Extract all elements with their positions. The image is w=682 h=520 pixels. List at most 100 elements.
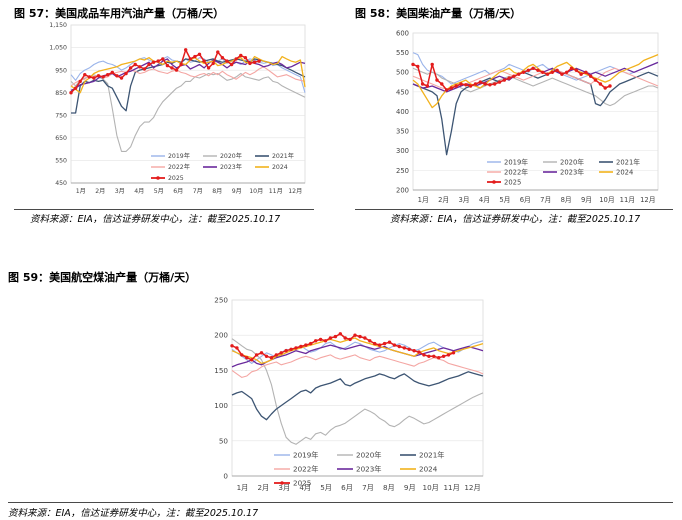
c59-legend-label: 2024 (419, 465, 438, 474)
chart-58-divider (355, 209, 673, 210)
c59-series-6-point (402, 346, 406, 350)
c59-series-6-point (323, 339, 328, 343)
c57-series-6-point (170, 66, 174, 70)
c57-series-6-point (83, 73, 87, 77)
c58-series-6-point (497, 80, 502, 84)
c57-x-tick-label: 12月 (288, 188, 302, 195)
c57-legend-label: 2019年 (168, 152, 190, 160)
c57-series-6-point (101, 75, 105, 79)
c59-x-tick-label: 11月 (443, 483, 459, 492)
c57-series-6-point (147, 62, 151, 67)
c57-x-tick-label: 9月 (232, 188, 242, 195)
c58-series-6-point (454, 84, 458, 88)
c59-y-tick-label: 0 (223, 472, 228, 481)
c57-legend-marker (156, 176, 160, 180)
chart-57-svg: 450 550 650 750 850 950 1,050 1,150 1月 2月 3月 4月 5月 6月… (49, 22, 306, 195)
c59-series-6-point (427, 354, 431, 358)
c59-legend-label: 2019年 (293, 451, 318, 460)
c58-legend-label: 2019年 (504, 157, 528, 166)
c58-series-6-point (444, 88, 449, 92)
c57-series-6-point (115, 74, 119, 78)
c58-series-6-point (598, 82, 603, 86)
c57-series-6-point (156, 59, 160, 63)
c59-series-6-point (235, 346, 239, 350)
c59-series-6-point (422, 353, 426, 357)
c57-series-1-line (70, 72, 306, 152)
c58-series-6-point (411, 62, 415, 67)
c59-series-6-point (328, 336, 333, 340)
c59-series-6-point (441, 354, 446, 358)
c59-series-6-point (377, 343, 382, 347)
c59-series-6-point (353, 333, 357, 337)
c57-series-6-point (174, 68, 179, 72)
c57-y-tick-label: 450 (55, 180, 67, 187)
chart-57: 450 550 650 750 850 950 1,050 1,150 1月 2月 3月 4月 5月 6月… (8, 20, 313, 210)
c59-series-6-point (245, 356, 249, 360)
c58-series-1-line (412, 67, 659, 107)
c59-series-6-point (407, 347, 411, 351)
c57-series-6-point (248, 61, 252, 66)
c58-series-6-point (569, 66, 574, 70)
c57-series-0-line (70, 56, 306, 93)
c58-x-tick-label: 8月 (561, 196, 572, 204)
c57-x-tick-label: 10月 (249, 188, 263, 195)
c59-plot-area (231, 299, 484, 477)
c59-series-6-point (230, 344, 234, 348)
c58-x-tick-label: 4月 (479, 196, 490, 204)
c59-series-6-point (387, 340, 392, 344)
c59-series-3-line (231, 354, 484, 378)
c58-series-6-point (565, 70, 569, 74)
c59-series-6-point (254, 353, 259, 357)
chart-58: 200 250 300 350 400 450 500 550 600 1月 2月 3月 4月 5月 6月 7… (375, 20, 673, 210)
c58-series-6-point (560, 72, 564, 76)
c57-y-tick-label: 1,050 (49, 45, 67, 52)
c57-series-6-point (257, 59, 261, 63)
c58-series-6-point (502, 78, 506, 82)
c57-series-6-point (78, 79, 82, 84)
c58-series-6-point (435, 78, 439, 82)
c58-x-tick-label: 6月 (520, 196, 531, 204)
c59-y-tick-label: 100 (214, 401, 228, 410)
c58-series-6-point (555, 68, 559, 72)
c57-series-6-point (138, 65, 142, 69)
c57-x-tick-label: 7月 (193, 188, 203, 195)
c57-series-6-point (225, 59, 229, 63)
c59-series-5-line (231, 337, 484, 365)
c59-series-6-point (392, 343, 397, 347)
c59-series-6-point (264, 354, 269, 358)
c59-series-6-point (279, 351, 283, 355)
c58-legend-label: 2024 (616, 168, 633, 176)
c59-series-6-point (382, 341, 387, 346)
c57-series-6-point (87, 75, 92, 79)
c59-x-tick-label: 7月 (362, 483, 374, 492)
c59-series-6-point (373, 341, 377, 346)
c58-series-6-point (526, 68, 530, 72)
c57-series-6-point (124, 71, 128, 76)
c59-x-tick-label: 12月 (464, 483, 480, 492)
c57-series-6-point (133, 62, 137, 67)
c58-series-6-point (449, 86, 454, 90)
c59-series-6-line (231, 333, 454, 361)
c57-series-6-point (202, 59, 206, 63)
c58-series-6-point (430, 62, 434, 67)
c59-series-6-point (240, 353, 244, 357)
c57-x-tick-label: 6月 (173, 188, 183, 195)
c59-legend-label: 2022年 (293, 465, 318, 474)
c57-legend-label: 2022年 (168, 163, 190, 171)
c59-series-6-point (417, 350, 421, 354)
c58-series-6-point (483, 82, 487, 86)
c59-x-tick-label: 3月 (278, 483, 290, 492)
c59-series-1-line (231, 338, 484, 445)
c58-x-tick-label: 7月 (540, 196, 551, 204)
c57-legend-label: 2021年 (272, 152, 294, 160)
chart-59-divider (8, 502, 673, 503)
c59-x-tick-label: 10月 (423, 483, 439, 492)
c57-x-tick-label: 4月 (134, 188, 144, 195)
c57-x-tick-label: 1月 (76, 188, 86, 195)
c57-legend-label: 2023年 (220, 163, 242, 171)
chart-58-svg: 200 250 300 350 400 450 500 550 600 1月 2月 3月 4月 5月 6月 7… (396, 29, 659, 204)
c59-y-tick-label: 150 (214, 366, 228, 375)
c58-series-6-point (459, 82, 463, 86)
c59-series-2-line (231, 371, 484, 421)
c59-series-6-point (432, 354, 436, 358)
